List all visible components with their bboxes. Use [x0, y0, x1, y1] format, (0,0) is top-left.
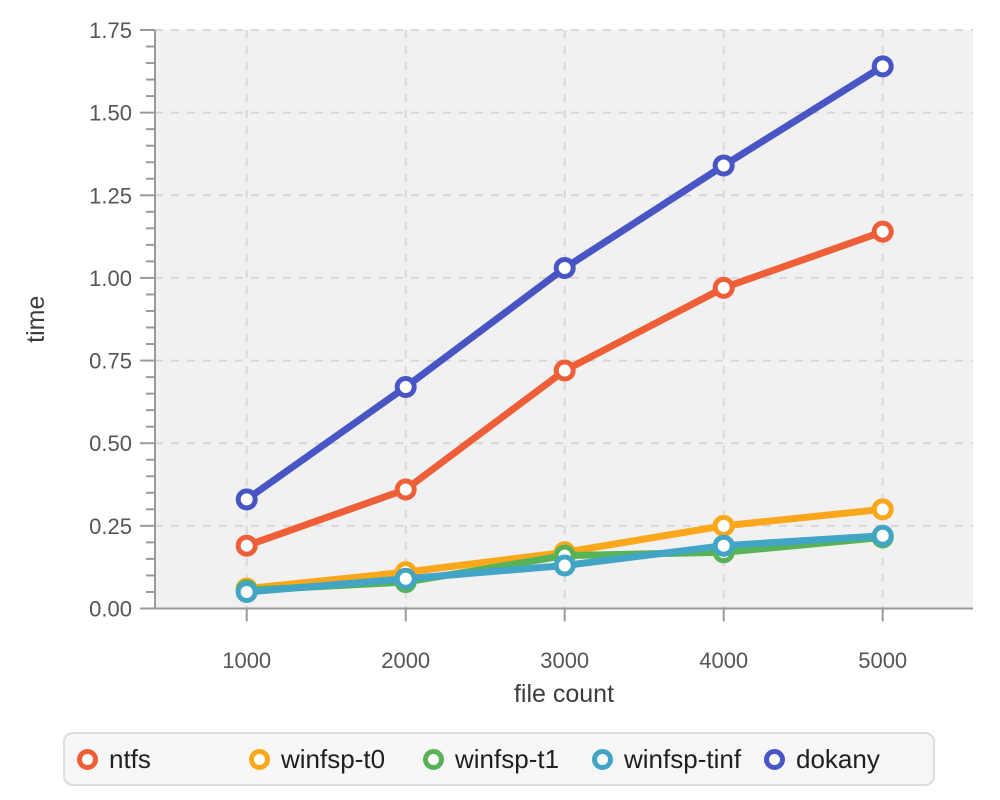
chart-legend: ntfs winfsp-t0 winfsp-t1 winfsp-tinf dokany	[63, 732, 935, 786]
data-point-marker-dokany	[712, 154, 735, 177]
data-point-marker-dokany	[235, 488, 258, 511]
x-tick-label: 4000	[699, 648, 748, 673]
data-point-marker-winfsp-tinf	[871, 524, 894, 547]
y-tick-label: 1.75	[89, 18, 132, 43]
y-tick-label: 1.50	[89, 101, 132, 126]
data-point-marker-winfsp-tinf	[553, 554, 576, 577]
legend-marker-icon	[764, 748, 785, 770]
legend-marker-icon	[77, 748, 98, 770]
data-point-marker-dokany	[553, 257, 576, 280]
y-tick-label: 0.75	[89, 349, 132, 374]
legend-marker-icon	[592, 748, 613, 770]
data-point-marker-winfsp-t0	[871, 498, 894, 521]
legend-marker-icon	[423, 748, 444, 770]
data-point-marker-winfsp-tinf	[235, 580, 258, 603]
data-point-marker-winfsp-tinf	[712, 534, 735, 557]
legend-item-winfsp-t1: winfsp-t1	[423, 734, 559, 784]
data-point-marker-ntfs	[553, 359, 576, 382]
legend-label: winfsp-t0	[281, 744, 386, 774]
legend-item-winfsp-t0: winfsp-t0	[249, 734, 385, 784]
x-tick-label: 1000	[222, 648, 271, 673]
legend-item-dokany: dokany	[764, 734, 880, 784]
data-point-marker-winfsp-t0	[712, 514, 735, 537]
x-axis-title: file count	[514, 680, 614, 708]
data-point-marker-ntfs	[871, 220, 894, 243]
x-tick-label: 2000	[381, 648, 430, 673]
legend-marker-icon	[249, 748, 270, 770]
data-point-marker-dokany	[871, 55, 894, 78]
y-tick-label: 1.25	[89, 183, 132, 208]
x-tick-label: 5000	[858, 648, 907, 673]
legend-label: winfsp-t1	[455, 744, 560, 774]
y-tick-label: 0.25	[89, 514, 132, 539]
data-point-marker-dokany	[394, 376, 417, 399]
y-tick-label: 0.50	[89, 431, 132, 456]
line-chart: 0.00 0.25 0.50 0.75 1.00 1.25 1.50 1.75 1000 2000…	[22, 18, 973, 708]
y-tick-label: 1.00	[89, 266, 132, 291]
data-point-marker-ntfs	[235, 534, 258, 557]
y-axis-title: time	[22, 296, 50, 343]
data-point-marker-winfsp-tinf	[394, 567, 417, 590]
data-point-marker-ntfs	[712, 276, 735, 299]
data-point-marker-ntfs	[394, 478, 417, 501]
y-tick-label: 0.00	[89, 597, 132, 622]
legend-item-winfsp-tinf: winfsp-tinf	[592, 734, 741, 784]
legend-label: ntfs	[109, 744, 151, 774]
x-tick-label: 3000	[540, 648, 589, 673]
legend-label: winfsp-tinf	[624, 744, 742, 774]
legend-label: dokany	[796, 744, 880, 774]
legend-item-ntfs: ntfs	[77, 734, 151, 784]
